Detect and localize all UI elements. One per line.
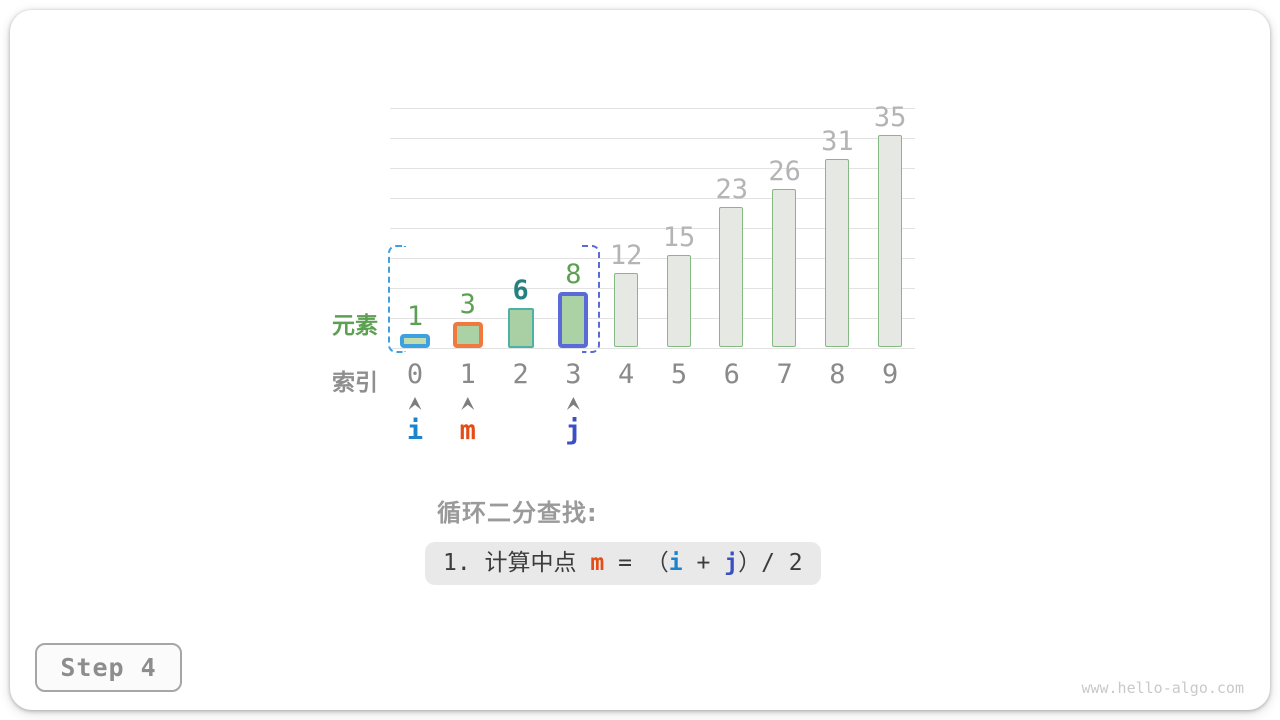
bar-index-label: 3: [565, 359, 582, 390]
bar-value-label: 6: [512, 275, 529, 306]
bar-index-label: 8: [829, 359, 846, 390]
grid-line: [390, 348, 915, 349]
bar: [772, 189, 797, 347]
bar: [507, 308, 534, 348]
bar-value-label: 3: [459, 289, 476, 320]
bar-value-label: 31: [821, 126, 854, 157]
bar: [824, 159, 849, 347]
bar-value-label: 35: [873, 102, 907, 133]
grid-line: [390, 318, 915, 319]
bar: [666, 255, 691, 347]
bar-value-label: 12: [609, 240, 643, 271]
pointer-caret: [408, 397, 422, 410]
pointer-caret: [566, 397, 580, 410]
formula-segment: j: [724, 550, 739, 576]
grid-line: [390, 108, 915, 109]
procedure-heading: 循环二分查找:: [437, 499, 598, 527]
bar-index-label: 6: [723, 359, 740, 390]
watermark: www.hello-algo.com: [1081, 679, 1244, 697]
pointer-label: j: [565, 415, 582, 446]
bar-index-label: 0: [406, 359, 424, 390]
bar: [613, 273, 638, 347]
grid-line: [390, 288, 915, 289]
bar-value-label: 23: [715, 174, 749, 205]
bar-value-label: 8: [565, 259, 582, 290]
search-range-bracket-right: [582, 245, 601, 353]
formula-box: 1. 计算中点 m = （i + j）/ 2: [425, 542, 821, 585]
formula-segment: i: [668, 550, 683, 576]
pointer-caret: [461, 397, 475, 410]
formula-segment: 1. 计算中点: [443, 550, 591, 576]
grid-line: [390, 138, 915, 139]
pointer-label: i: [406, 415, 424, 446]
formula-segment: ）/ 2: [738, 550, 803, 576]
pointer-label: m: [459, 415, 476, 446]
bar-index-label: 7: [776, 359, 793, 390]
formula-segment: +: [682, 550, 725, 576]
figure-card: [10, 10, 1270, 710]
row-label-indices: 索引: [332, 370, 378, 396]
bar: [719, 207, 744, 347]
bar: [558, 292, 589, 348]
search-range-bracket-left: [388, 245, 406, 353]
grid-line: [390, 168, 915, 169]
grid-line: [390, 258, 915, 259]
formula-segment: m: [590, 550, 605, 576]
bar-value-label: 15: [662, 222, 696, 253]
bar-index-label: 4: [618, 359, 635, 390]
bar-index-label: 9: [882, 359, 899, 390]
grid-line: [390, 198, 915, 199]
bar-value-label: 1: [406, 301, 424, 332]
bar-index-label: 1: [459, 359, 476, 390]
formula-segment: = （: [604, 550, 669, 576]
grid-line: [390, 228, 915, 229]
bar: [400, 334, 430, 348]
bar-value-label: 26: [768, 156, 801, 187]
bar: [877, 135, 902, 347]
bar: [452, 322, 483, 348]
bar-index-label: 5: [670, 359, 688, 390]
row-label-elements: 元素: [332, 313, 378, 339]
bar-index-label: 2: [512, 359, 529, 390]
step-badge: Step 4: [35, 643, 182, 692]
